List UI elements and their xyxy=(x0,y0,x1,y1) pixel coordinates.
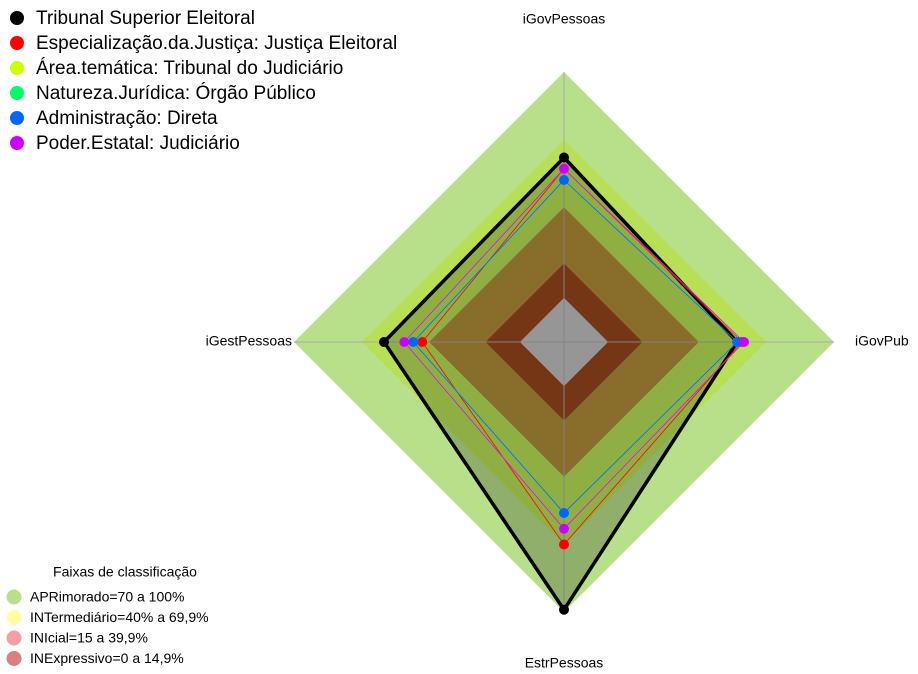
legend-label: Área.temática: Tribunal do Judiciário xyxy=(36,58,343,79)
band-legend-label: INIcial=15 a 39,9% xyxy=(30,630,148,646)
legend-marker xyxy=(10,111,24,125)
data-point xyxy=(559,604,569,615)
data-point xyxy=(559,152,569,163)
axis-label: iGestPessoas xyxy=(206,333,292,349)
data-point xyxy=(399,337,410,347)
legend-label: Administração: Direta xyxy=(36,108,218,129)
band-legend-marker xyxy=(6,630,22,646)
data-point xyxy=(379,337,389,347)
data-point xyxy=(559,523,569,534)
band-legend-marker xyxy=(6,610,22,625)
bands-title: Faixas de classificação xyxy=(53,564,197,580)
legend-marker xyxy=(10,11,24,25)
legend-marker xyxy=(10,36,24,50)
data-point xyxy=(559,508,569,518)
legend-marker xyxy=(10,86,24,100)
band-legend-marker xyxy=(6,589,22,605)
axis-label: iGovPub xyxy=(855,333,909,349)
band-legend-label: INExpressivo=0 a 14,9% xyxy=(30,650,184,666)
legend-marker xyxy=(10,61,24,75)
legend-label: Natureza.Jurídica: Órgão Público xyxy=(36,82,316,104)
band-legend-marker xyxy=(6,651,22,666)
band-legend-label: APRimorado=70 a 100% xyxy=(30,589,185,605)
legend-label: Tribunal Superior Eleitoral xyxy=(36,8,255,29)
data-point xyxy=(559,163,569,174)
axis-label: iGovPessoas xyxy=(523,11,605,27)
band-legend-label: INTermediário=40% a 69,9% xyxy=(30,609,209,625)
plot xyxy=(379,152,749,615)
data-point xyxy=(739,337,749,347)
legend-label: Poder.Estatal: Judiciário xyxy=(36,133,240,154)
legend-marker xyxy=(10,136,24,150)
axis-label: EstrPessoas xyxy=(525,655,604,671)
data-point xyxy=(559,539,569,550)
bands xyxy=(294,72,834,612)
legend-label: Especialização.da.Justiça: Justiça Eleit… xyxy=(36,33,397,54)
data-point xyxy=(559,175,569,185)
data-point xyxy=(417,337,428,347)
data-point xyxy=(408,337,419,347)
